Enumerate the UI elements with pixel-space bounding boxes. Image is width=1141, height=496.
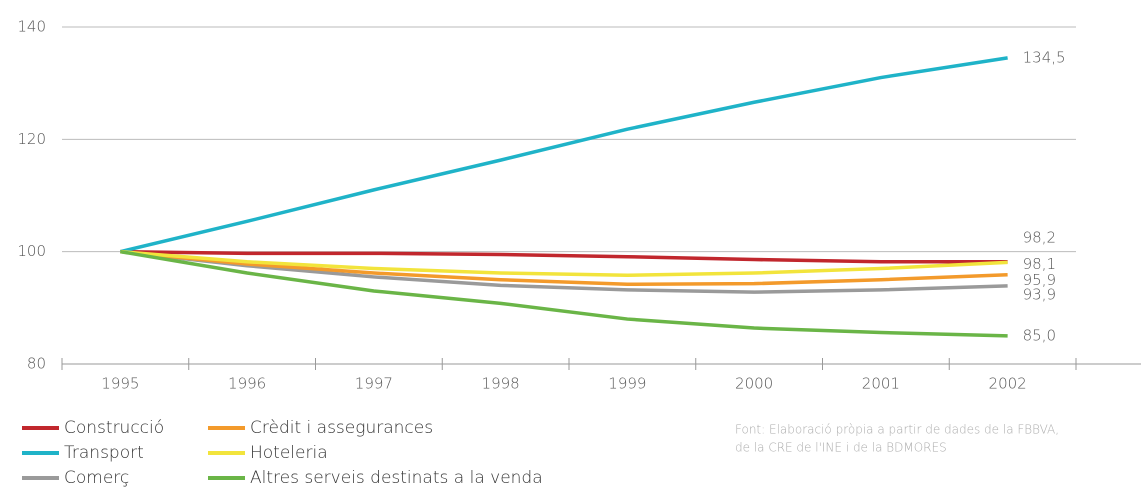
line-series <box>119 56 1008 254</box>
legend-label: Hoteleria <box>250 443 328 463</box>
line-series <box>120 249 1008 286</box>
y-tick-label: 120 <box>17 130 46 148</box>
value-label: 98,2 <box>1023 228 1056 246</box>
value-label: 85,0 <box>1023 326 1056 344</box>
x-tick-label: 2001 <box>862 375 900 393</box>
value-label: 134,5 <box>1023 48 1066 66</box>
x-tick-label: 1999 <box>608 375 646 393</box>
line-series <box>120 249 1008 278</box>
x-tick-label: 2000 <box>735 375 773 393</box>
source-note: de la CRE de l'INE i de la BDMORES <box>735 441 947 455</box>
x-tick-label: 1997 <box>355 375 393 393</box>
x-tick-label: 1998 <box>482 375 520 393</box>
legend-label: Comerç <box>64 468 129 488</box>
legend-label: Crèdit i assegurances <box>250 418 433 438</box>
legend-label: Transport <box>64 443 144 463</box>
legend-label: Altres serveis destinats a la venda <box>250 468 543 488</box>
line-series <box>120 249 1008 264</box>
y-tick-label: 80 <box>27 355 46 373</box>
source-note: Font: Elaboració pròpia a partir de dade… <box>735 423 1059 437</box>
x-tick-label: 1995 <box>101 375 139 393</box>
legend-label: Construcció <box>64 418 164 438</box>
value-label: 93,9 <box>1023 285 1056 303</box>
y-tick-label: 140 <box>17 18 46 36</box>
y-tick-label: 100 <box>17 242 46 260</box>
line-series <box>120 249 1008 294</box>
x-tick-label: 1996 <box>228 375 266 393</box>
value-label: 98,1 <box>1023 255 1056 273</box>
x-tick-label: 2002 <box>989 375 1027 393</box>
value-label: 95,9 <box>1023 271 1056 289</box>
line-series <box>120 249 1008 338</box>
